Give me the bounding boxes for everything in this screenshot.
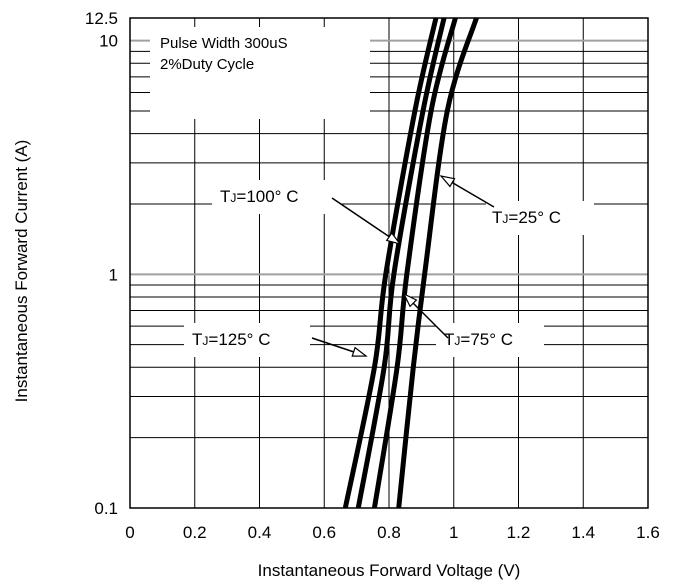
annotation-label-bg <box>436 323 544 357</box>
y-tick-label: 1 <box>109 265 118 284</box>
curve-annotations: TJ=100° C TJ=25° C TJ=125° C TJ=75° C <box>192 175 561 357</box>
annotation-arrowhead <box>402 292 418 308</box>
x-tick-label: 1.2 <box>507 523 531 542</box>
annotation-label-bg <box>486 201 594 235</box>
annotation-label: TJ=25° C <box>492 208 561 227</box>
annotation-label-bg <box>212 180 340 214</box>
y-tick-label: 10 <box>99 32 118 51</box>
x-tick-label: 1 <box>449 523 458 542</box>
x-tick-label: 1.4 <box>571 523 595 542</box>
series-line-3 <box>371 17 458 509</box>
series-line-1 <box>342 17 439 509</box>
x-tick-label: 1.6 <box>636 523 660 542</box>
tick-labels: 0 0.2 0.4 0.6 0.8 1 1.2 1.4 1.6 0.1 1 10 12.5 <box>85 9 660 542</box>
annotation-arrow-line <box>331 197 401 245</box>
x-axis-label: Instantaneous Forward Voltage (V) <box>258 561 521 580</box>
annotation-label-bg <box>184 323 310 357</box>
plot-frame <box>129 17 649 509</box>
annotation-arrowhead <box>351 346 368 357</box>
annotation-label: TJ=125° C <box>192 330 270 349</box>
x-tick-label: 0.2 <box>183 523 207 542</box>
x-tick-label: 0.6 <box>312 523 336 542</box>
series-curves <box>342 17 479 509</box>
note-pulse-width: Pulse Width 300uS <box>160 35 288 52</box>
annotation-label: TJ=75° C <box>444 330 513 349</box>
y-tick-label: 0.1 <box>94 499 118 518</box>
y-axis-label: Instantaneous Forward Current (A) <box>12 140 31 403</box>
y-tick-label: 12.5 <box>85 9 118 28</box>
x-tick-label: 0 <box>125 523 134 542</box>
test-conditions-note: Pulse Width 300uS 2%Duty Cycle <box>150 27 594 357</box>
series-line-2 <box>355 17 447 509</box>
x-tick-label: 0.4 <box>248 523 272 542</box>
annotation-arrowhead <box>385 231 402 246</box>
x-tick-label: 0.8 <box>377 523 401 542</box>
annotation-label: TJ=100° C <box>220 187 298 206</box>
series-line-4 <box>396 17 479 509</box>
annotation-arrowhead <box>439 175 456 188</box>
note-duty-cycle: 2%Duty Cycle <box>160 56 254 73</box>
